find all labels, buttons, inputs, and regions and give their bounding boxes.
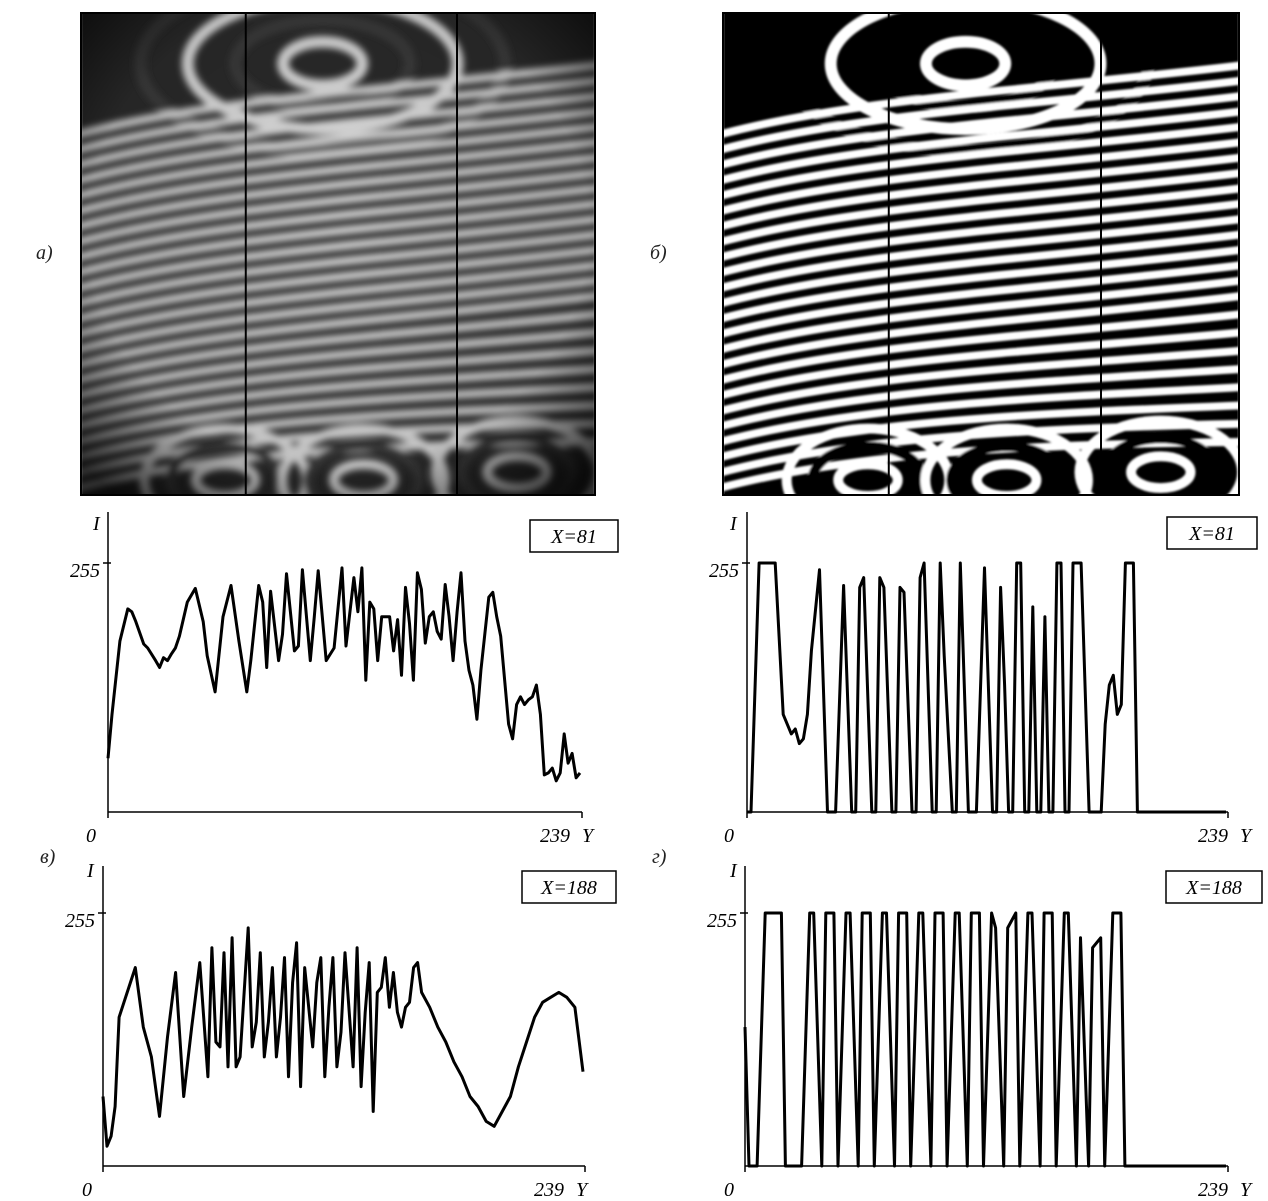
x-axis-label: Y <box>582 825 595 847</box>
intensity-line <box>106 566 582 783</box>
x-tick-label-239: 239 <box>534 1179 564 1201</box>
x-tick-label-239: 239 <box>540 825 570 847</box>
plot-4: 255 0 239 Y I X=188 <box>707 860 1263 1201</box>
x-tick-label-0: 0 <box>724 825 734 847</box>
plot-1: 255 0 239 Y I X=81 <box>70 512 619 847</box>
y-tick-label-255: 255 <box>70 560 100 582</box>
x-tick-label-0: 0 <box>86 825 96 847</box>
fringe-pattern-right <box>724 14 1238 494</box>
x-axis-label: Y <box>1240 1179 1253 1201</box>
plot-3: 255 0 239 Y I X=188 <box>65 860 617 1201</box>
panel-label-v: в) <box>40 846 56 868</box>
y-tick-label-255: 255 <box>709 560 739 582</box>
y-axis-label: I <box>92 513 101 535</box>
legend-label: X=188 <box>1185 877 1242 899</box>
y-axis-label: I <box>729 513 738 535</box>
legend-box <box>521 870 617 904</box>
legend-box <box>1166 516 1258 550</box>
intensity-line <box>747 561 1226 814</box>
y-axis-label: I <box>86 860 95 882</box>
fringe-image-left <box>80 12 596 496</box>
legend-label: X=81 <box>550 526 597 548</box>
panel-label-b: б) <box>650 242 667 264</box>
plot-2: 255 0 239 Y I X=81 <box>709 512 1258 847</box>
legend-box <box>529 519 619 553</box>
y-axis-label: I <box>729 860 738 882</box>
x-axis-label: Y <box>576 1179 589 1201</box>
x-axis-label: Y <box>1240 825 1253 847</box>
y-tick-label-255: 255 <box>65 910 95 932</box>
legend-label: X=81 <box>1188 523 1235 545</box>
x-tick-label-239: 239 <box>1198 825 1228 847</box>
x-tick-label-0: 0 <box>82 1179 92 1201</box>
legend-label: X=188 <box>540 877 597 899</box>
panel-label-g: г) <box>652 846 667 868</box>
x-tick-label-239: 239 <box>1198 1179 1228 1201</box>
x-tick-label-0: 0 <box>724 1179 734 1201</box>
fringe-image-right <box>722 12 1240 496</box>
panel-label-a: а) <box>36 242 53 264</box>
intensity-line <box>101 926 585 1148</box>
intensity-line <box>743 911 1226 1168</box>
legend-box <box>1165 870 1263 904</box>
y-tick-label-255: 255 <box>707 910 737 932</box>
